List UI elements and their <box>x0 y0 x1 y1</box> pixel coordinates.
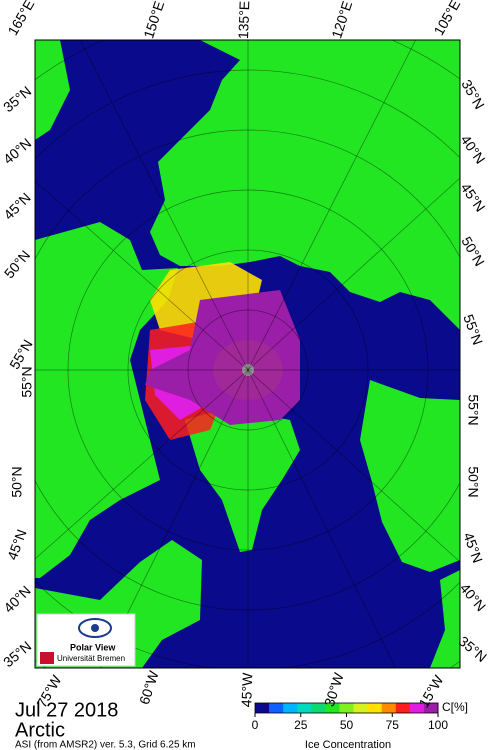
colorbar-swatch <box>269 703 284 713</box>
colorbar-label: Ice Concentration <box>305 739 391 750</box>
map-frame <box>34 39 461 669</box>
left-label: 35°N <box>0 638 34 670</box>
right-label: 45°N <box>458 180 489 215</box>
colorbar-swatch <box>255 703 270 713</box>
pole-hole <box>242 364 254 376</box>
logo-pupil <box>91 624 99 632</box>
right-label: 40°N <box>457 580 489 614</box>
colorbar-tick-label: 75 <box>386 718 400 732</box>
land <box>35 40 460 668</box>
colorbar-swatch <box>353 703 369 713</box>
logo-mark <box>40 652 54 664</box>
top-label: 105°E <box>430 0 463 38</box>
colorbar-tick-label: 50 <box>340 718 354 732</box>
right-label: 35°N <box>456 633 490 665</box>
colorbar-swatch <box>283 703 298 713</box>
left-label: 45°N <box>0 189 33 222</box>
left-label: 45°N <box>4 527 30 562</box>
right-label: 45°N <box>460 530 486 565</box>
top-label: 135°E <box>235 1 252 40</box>
logo-title: Polar View <box>70 642 116 652</box>
right-label: 55°N <box>460 312 486 347</box>
source: ASI (from AMSR2) ver. 5.3, Grid 6.25 km <box>15 740 196 750</box>
bottom-label: 45°W <box>238 672 255 708</box>
right-label: 35°N <box>458 77 487 112</box>
colorbar-swatch <box>409 703 425 713</box>
left-label: 40°N <box>0 582 33 615</box>
colorbar-unit: C[%] <box>442 700 468 714</box>
left-label: 50°N <box>9 466 25 497</box>
right-label: 40°N <box>458 132 489 167</box>
right-label: 50°N <box>465 466 481 497</box>
top-label: 165°E <box>4 0 37 38</box>
left-label: 55°N <box>19 366 35 397</box>
colorbar-swatch <box>423 703 439 713</box>
sea-ice <box>145 262 300 440</box>
top-label: 150°E <box>140 0 167 40</box>
left-label: 35°N <box>0 83 34 115</box>
colorbar-swatch <box>297 703 312 713</box>
colorbar-swatch <box>381 703 397 713</box>
colorbar-swatch <box>311 703 326 713</box>
left-label: 50°N <box>1 247 33 281</box>
colorbar-swatch <box>395 703 411 713</box>
logo-institution: Universität Bremen <box>57 654 125 663</box>
colorbar-swatch <box>367 703 383 713</box>
colorbar-swatch <box>339 703 355 713</box>
bottom-label: 60°W <box>136 668 162 706</box>
logo: Polar View Universität Bremen <box>36 613 136 667</box>
left-label: 40°N <box>0 135 34 167</box>
colorbar-tick-label: 0 <box>252 718 259 732</box>
colorbar: 0 25 50 75 100 <box>252 702 448 732</box>
right-label: 55°N <box>465 394 481 425</box>
logo-eye <box>78 618 112 638</box>
colorbar-tick-label: 25 <box>294 718 308 732</box>
colorbar-swatch <box>325 703 340 713</box>
region: Arctic <box>15 719 65 741</box>
colorbar-tick-label: 100 <box>428 718 448 732</box>
top-label: 120°E <box>328 0 355 40</box>
right-label: 50°N <box>458 234 487 269</box>
date: Jul 27 2018 <box>15 699 118 721</box>
